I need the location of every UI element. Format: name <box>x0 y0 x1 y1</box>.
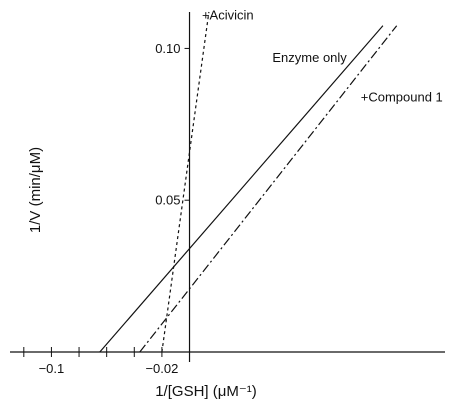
series-lines <box>99 11 398 353</box>
series-line-enzyme-only <box>99 25 384 353</box>
series-line-acivicin <box>161 11 210 353</box>
y-tick-label: 0.05 <box>155 193 180 208</box>
y-axis-title: 1/V (min/μM) <box>27 147 44 233</box>
series-line-compound-1 <box>139 25 398 353</box>
x-tick-label: −0.02 <box>145 361 178 376</box>
axes: −0.1 −0.02 0.05 0.10 <box>10 12 445 376</box>
series-annotation: +Compound 1 <box>361 90 443 105</box>
x-tick-label: −0.1 <box>39 361 65 376</box>
y-tick-label: 0.10 <box>155 41 180 56</box>
series-annotation: +Acivicin <box>202 8 254 23</box>
series-annotation: Enzyme only <box>272 50 347 65</box>
chart-labels: 1/[GSH] (μM⁻¹) 1/V (min/μM) +Acivicin Enz… <box>27 8 443 400</box>
x-axis-title: 1/[GSH] (μM⁻¹) <box>155 383 257 400</box>
